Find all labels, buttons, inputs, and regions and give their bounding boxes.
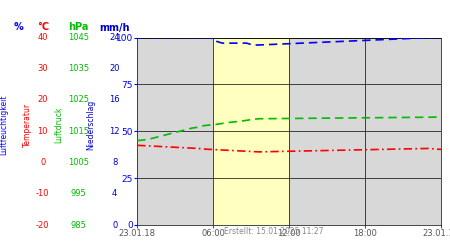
Text: °C: °C — [37, 22, 49, 32]
Text: -10: -10 — [36, 189, 50, 198]
Text: 40: 40 — [37, 33, 48, 42]
Text: Temperatur: Temperatur — [23, 103, 32, 147]
Text: 20: 20 — [109, 64, 120, 73]
Text: Niederschlag: Niederschlag — [86, 100, 95, 150]
Text: 1025: 1025 — [68, 96, 89, 104]
Text: Luftfeuchtigkeit: Luftfeuchtigkeit — [0, 95, 8, 155]
Text: 1035: 1035 — [68, 64, 89, 73]
Text: 8: 8 — [112, 158, 117, 167]
Text: -20: -20 — [36, 220, 50, 230]
Bar — [213, 38, 289, 225]
Text: 0: 0 — [40, 158, 45, 167]
Text: 0: 0 — [112, 220, 117, 230]
Text: 30: 30 — [37, 64, 48, 73]
Text: 10: 10 — [37, 127, 48, 136]
Text: hPa: hPa — [68, 22, 89, 32]
Text: 24: 24 — [109, 33, 120, 42]
Text: 995: 995 — [71, 189, 86, 198]
Text: 12: 12 — [109, 127, 120, 136]
Text: 985: 985 — [71, 220, 87, 230]
Text: 4: 4 — [112, 189, 117, 198]
Text: 1015: 1015 — [68, 127, 89, 136]
Text: 1045: 1045 — [68, 33, 89, 42]
Text: Erstellt: 15.01.2025 11:27: Erstellt: 15.01.2025 11:27 — [224, 228, 324, 236]
Text: 1005: 1005 — [68, 158, 89, 167]
Bar — [289, 38, 441, 225]
Text: Luftdruck: Luftdruck — [54, 107, 63, 143]
Text: %: % — [13, 22, 23, 32]
Text: mm/h: mm/h — [99, 22, 130, 32]
Bar — [137, 38, 213, 225]
Text: 16: 16 — [109, 96, 120, 104]
Text: 20: 20 — [37, 96, 48, 104]
